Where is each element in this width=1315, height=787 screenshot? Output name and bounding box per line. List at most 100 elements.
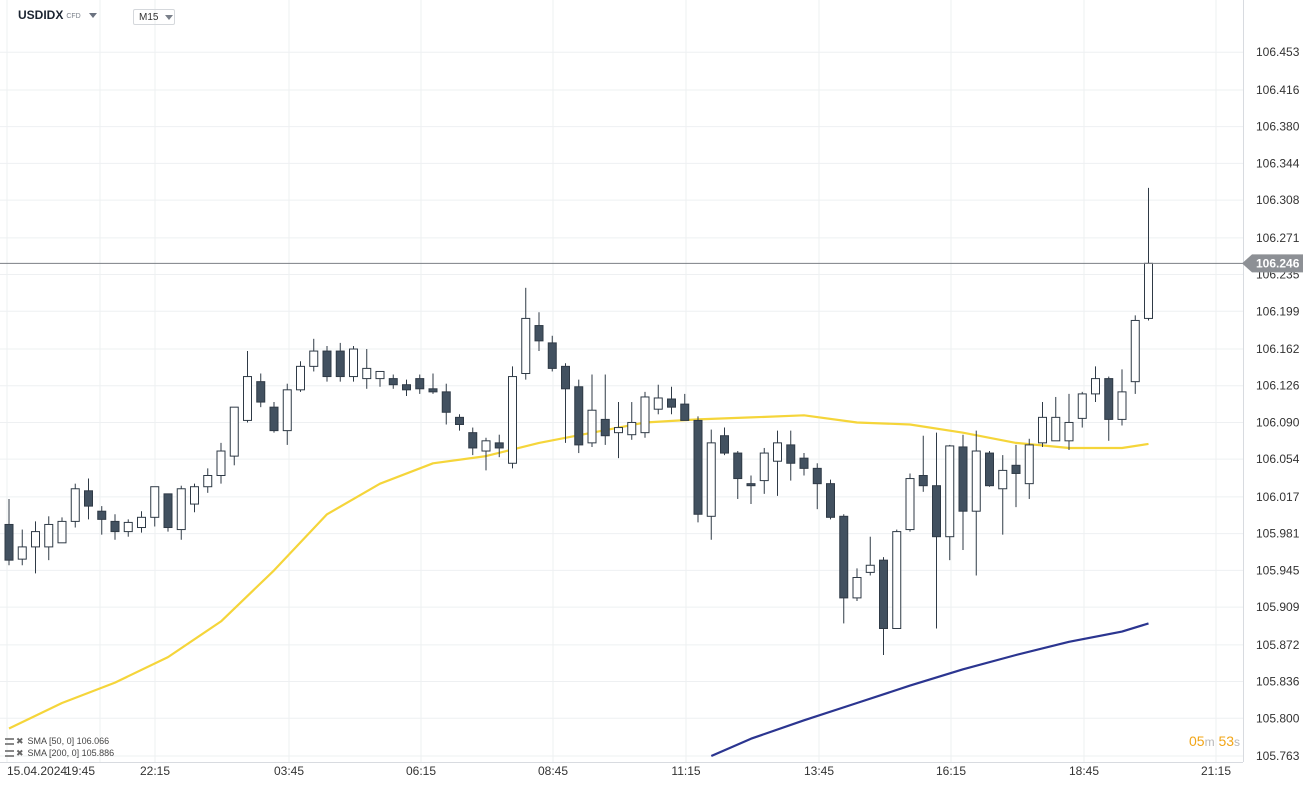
y-tick-label: 105.909 <box>1256 600 1300 614</box>
candle <box>746 475 756 505</box>
chevron-down-icon[interactable] <box>165 14 174 20</box>
candle <box>958 434 968 550</box>
y-axis: 106.453 106.416 106.380 106.344 106.308 106.2… <box>1242 45 1303 763</box>
x-tick-label: 13:45 <box>804 764 834 778</box>
candle <box>667 386 676 415</box>
candle <box>812 463 822 510</box>
candle-body-up <box>44 523 54 548</box>
candle-body-down <box>826 483 835 518</box>
x-tick-label: 11:15 <box>671 764 700 778</box>
candle-body-down <box>322 350 332 378</box>
y-tick-label: 106.380 <box>1256 120 1300 134</box>
symbol-name[interactable]: USDIDX <box>18 8 64 22</box>
candle <box>229 406 239 466</box>
candle <box>1011 444 1021 508</box>
candle-body-down <box>600 418 610 437</box>
candle-body-up <box>945 445 955 538</box>
x-tick-label: 15.04.2024 <box>7 764 67 778</box>
legend-item[interactable]: ✖ SMA [200, 0] 105.886 <box>5 747 114 759</box>
candle-body-up <box>137 516 146 529</box>
candle-body-down <box>720 435 729 454</box>
candle <box>773 430 782 496</box>
remove-indicator-icon[interactable]: ✖ <box>16 747 24 758</box>
y-tick-label: 106.054 <box>1256 452 1300 466</box>
candle-body-down <box>534 325 544 342</box>
candle-body-up <box>150 486 160 518</box>
candle <box>4 498 14 566</box>
candle-body-up <box>243 376 252 421</box>
candle-body-up <box>70 488 80 522</box>
timeframe-label: M15 <box>139 11 159 23</box>
candle-body-down <box>879 559 888 629</box>
candle-body-up <box>309 350 319 367</box>
candle <box>932 432 941 629</box>
candle <box>481 437 491 471</box>
candle-body-down <box>733 452 743 480</box>
candle <box>720 427 729 456</box>
candle <box>799 453 809 476</box>
candle-body-up <box>375 370 385 380</box>
candle-body-up <box>31 531 40 548</box>
candle <box>31 521 40 574</box>
y-tick-label: 105.800 <box>1256 711 1300 725</box>
x-tick-label: 16:15 <box>936 764 966 778</box>
candle-body-up <box>362 367 372 380</box>
candle-body-up <box>349 348 358 378</box>
candle-body-down <box>494 442 504 449</box>
candle-body-up <box>773 442 782 462</box>
y-tick-label: 106.199 <box>1256 304 1300 318</box>
candle <box>653 384 663 415</box>
y-tick-label: 106.344 <box>1256 156 1300 170</box>
candle-body-up <box>176 488 186 531</box>
y-tick-label: 105.763 <box>1256 749 1300 763</box>
indicator-settings-icon[interactable] <box>5 737 14 745</box>
candle <box>468 427 478 456</box>
legend-item[interactable]: ✖ SMA [50, 0] 106.066 <box>5 735 114 747</box>
y-tick-label: 105.945 <box>1256 563 1300 577</box>
remove-indicator-icon[interactable]: ✖ <box>16 735 24 746</box>
candle <box>44 516 54 561</box>
candle-body-up <box>1064 421 1074 442</box>
x-tick-label: 18:45 <box>1069 764 1099 778</box>
candle-body-down <box>468 432 478 449</box>
candle <box>335 342 345 382</box>
legend-label: SMA [50, 0] 106.066 <box>27 736 110 746</box>
candle <box>282 383 292 445</box>
candle-body-up <box>190 486 199 505</box>
candle <box>998 455 1008 535</box>
candle-body-up <box>614 427 623 434</box>
candle-body-up <box>971 450 981 512</box>
candle <box>57 517 67 544</box>
candle-body-up <box>229 406 239 457</box>
candle <box>1038 402 1047 447</box>
candle-body-up <box>759 452 769 482</box>
candle <box>918 435 928 492</box>
candle <box>243 351 252 423</box>
candle <box>587 374 597 447</box>
indicator-settings-icon[interactable] <box>5 749 14 757</box>
candle-body-down <box>84 490 93 507</box>
candle <box>256 373 266 408</box>
chevron-down-icon[interactable] <box>88 12 97 18</box>
legend-label: SMA [200, 0] 105.886 <box>27 748 115 758</box>
symbol-header[interactable]: USDIDX CFD <box>18 8 97 22</box>
candle <box>1117 369 1127 426</box>
candle-body-down <box>1011 464 1021 474</box>
timeframe-select[interactable]: M15 <box>133 9 175 25</box>
candle-body-down <box>786 444 796 464</box>
candle-body-up <box>998 469 1008 490</box>
candle <box>137 511 146 533</box>
candle-body-down <box>415 378 425 390</box>
candle <box>680 393 690 421</box>
candle <box>1130 315 1140 394</box>
candle-body-up <box>508 376 517 464</box>
candle-body-up <box>1117 391 1127 420</box>
x-tick-label: 08:45 <box>538 764 568 778</box>
candle-body-down <box>110 520 120 533</box>
y-tick-label: 105.836 <box>1256 675 1300 689</box>
candle <box>428 373 438 394</box>
candle-body-up <box>1130 319 1140 383</box>
candle <box>1077 391 1087 428</box>
